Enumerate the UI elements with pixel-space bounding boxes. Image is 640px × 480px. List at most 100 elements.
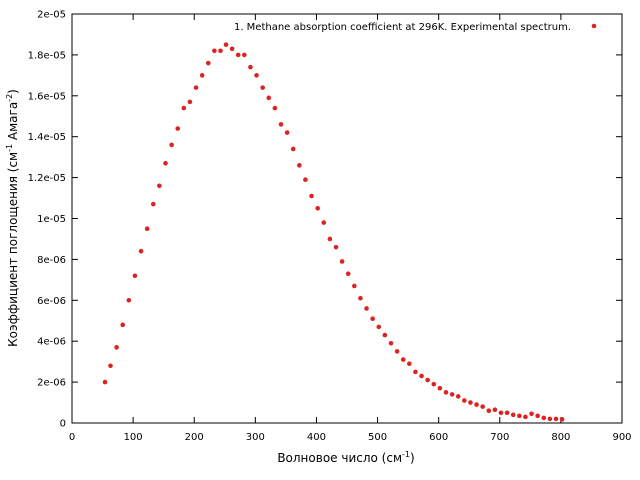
- data-point: [303, 177, 308, 182]
- x-tick-label: 700: [490, 432, 509, 443]
- data-point: [394, 349, 400, 354]
- data-point: [529, 411, 534, 417]
- data-point: [364, 306, 369, 311]
- data-point: [187, 99, 193, 105]
- data-point: [388, 340, 394, 346]
- data-point: [358, 295, 363, 301]
- y-tick-labels: 0 2e-06 4e-06 6e-06 8e-06 1e-05 1.2e-05 1.4e-05…: [28, 10, 66, 430]
- y-tick-label: 8e-06: [37, 255, 66, 266]
- y-tick-label: 1.2e-05: [28, 173, 66, 184]
- data-point: [309, 193, 314, 199]
- x-tick-label: 200: [185, 432, 204, 443]
- data-point: [431, 381, 437, 387]
- plot-frame: [71, 13, 623, 424]
- data-point: [455, 394, 461, 399]
- x-tick-label: 0: [69, 432, 75, 443]
- data-point: [193, 85, 199, 90]
- data-points: [102, 42, 565, 422]
- x-tick-label: 300: [246, 432, 265, 443]
- data-point: [260, 85, 265, 90]
- legend-marker: [591, 23, 597, 29]
- data-point: [382, 332, 388, 338]
- data-point: [449, 392, 455, 397]
- data-point: [223, 42, 229, 47]
- data-point: [132, 273, 138, 279]
- data-point: [333, 244, 339, 250]
- data-point: [199, 73, 205, 78]
- data-point: [437, 385, 443, 391]
- x-tick-label: 800: [551, 432, 570, 443]
- data-point: [138, 248, 144, 254]
- data-point: [278, 122, 284, 127]
- data-point: [517, 413, 522, 419]
- data-point: [345, 271, 351, 277]
- data-point: [474, 402, 479, 407]
- data-point: [181, 105, 187, 111]
- y-tick-label: 1.4e-05: [28, 132, 66, 143]
- data-point: [144, 226, 150, 232]
- data-point: [504, 410, 510, 416]
- data-point: [242, 52, 247, 58]
- data-point: [553, 416, 559, 422]
- data-point: [486, 408, 492, 414]
- x-tick-label: 900: [612, 432, 631, 443]
- data-point: [108, 363, 113, 369]
- data-point: [535, 413, 540, 419]
- data-point: [327, 236, 333, 242]
- y-tick-label: 1e-05: [37, 214, 66, 225]
- data-point: [102, 379, 108, 385]
- data-point: [163, 160, 168, 166]
- data-point: [443, 390, 449, 395]
- y-tick-label: 0: [60, 419, 66, 430]
- legend-label: 1. Methane absorption coefficient at 296…: [234, 22, 571, 33]
- x-tick-labels: 0 100 200 300 400 500 600 700 800 900: [69, 432, 632, 443]
- data-point: [266, 95, 272, 101]
- data-point: [352, 283, 357, 289]
- data-point: [339, 259, 345, 264]
- x-tick-label: 400: [307, 432, 326, 443]
- data-point: [126, 298, 132, 303]
- data-point: [407, 361, 412, 366]
- data-point: [480, 404, 485, 409]
- data-point: [169, 142, 174, 148]
- data-point: [462, 398, 467, 403]
- y-axis-title: Коэффициент поглощения (см-1 Амага-2): [5, 89, 20, 347]
- data-point: [376, 324, 382, 330]
- y-tick-label: 2e-05: [37, 10, 66, 21]
- data-point: [425, 377, 430, 383]
- data-point: [205, 60, 211, 66]
- data-point: [413, 369, 418, 375]
- data-point: [248, 64, 253, 70]
- data-point: [523, 414, 528, 420]
- data-point: [229, 46, 235, 52]
- data-point: [541, 415, 547, 421]
- y-tick-label: 2e-06: [37, 378, 66, 389]
- data-point: [321, 220, 327, 225]
- data-point: [175, 126, 181, 131]
- data-point: [157, 183, 162, 189]
- data-point: [315, 205, 320, 211]
- data-point: [212, 48, 217, 54]
- x-tick-label: 500: [368, 432, 387, 443]
- data-point: [120, 322, 126, 328]
- y-tick-label: 1.8e-05: [28, 50, 66, 61]
- axis-ticks: [72, 14, 622, 423]
- data-point: [272, 105, 278, 111]
- data-point: [498, 410, 504, 416]
- data-point: [297, 163, 302, 168]
- data-point: [150, 201, 156, 207]
- data-point: [114, 345, 119, 350]
- y-tick-label: 6e-06: [37, 296, 66, 307]
- data-point: [400, 357, 406, 362]
- data-point: [419, 373, 424, 379]
- x-tick-label: 600: [429, 432, 448, 443]
- y-tick-label: 4e-06: [37, 337, 66, 348]
- data-point: [559, 417, 565, 422]
- x-axis-title: Волновое число (см-1): [277, 450, 414, 465]
- data-point: [510, 412, 516, 418]
- x-tick-label: 100: [124, 432, 143, 443]
- data-point: [284, 130, 290, 135]
- data-point: [370, 316, 375, 322]
- y-tick-label: 1.6e-05: [28, 91, 66, 102]
